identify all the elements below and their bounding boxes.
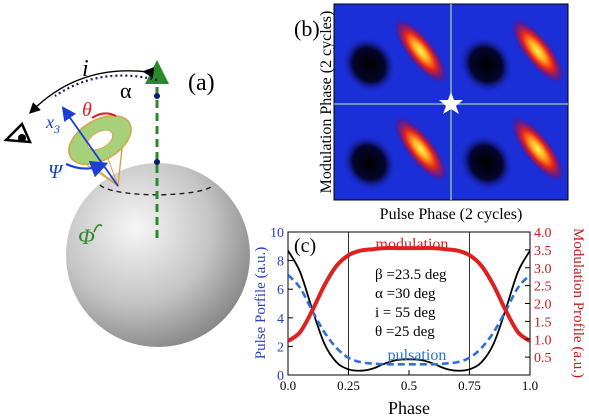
modulation-label: modulation xyxy=(376,236,449,253)
heatmap-ylabel: Modulation Phase (2 cycles) xyxy=(318,11,335,194)
heatmap-low-region xyxy=(342,36,397,94)
theta-symbol: θ xyxy=(82,99,92,121)
y-right-tick-label: 2.5 xyxy=(534,280,552,295)
star-marker-icon xyxy=(439,92,463,114)
pulsation-line xyxy=(288,273,530,366)
panel-b-label: (b) xyxy=(294,16,320,41)
param-beta: β =23.5 deg xyxy=(375,267,447,283)
param-theta: θ =25 deg xyxy=(375,324,435,340)
chart-ylabel-right: Modulation Profile (a.u.) xyxy=(570,228,586,378)
x3-symbol: x3 xyxy=(45,112,60,136)
heatmap-peak-region xyxy=(509,17,566,85)
chart-ylabel-left: Pulse Porfile (a.u.) xyxy=(253,247,269,359)
neutron-star-sphere xyxy=(66,163,250,347)
panel-a: (a) i α θ x3 Ψ Φ xyxy=(3,56,250,347)
phi-arrow xyxy=(93,224,103,233)
y-left-tick-label: 10 xyxy=(270,226,284,241)
y-right-tick-label: 3.5 xyxy=(534,244,552,259)
heatmap-low-region xyxy=(565,0,589,6)
theta-arc xyxy=(91,112,117,119)
alpha-symbol: α xyxy=(120,78,132,103)
x3-axis xyxy=(61,106,119,187)
pulsation-label: pulsation xyxy=(388,347,447,364)
panel-a-label: (a) xyxy=(188,70,215,96)
y-right-tick-label: 2.0 xyxy=(534,298,552,313)
y-left-tick-label: 6 xyxy=(277,283,284,298)
axis-dot-surface xyxy=(154,159,160,165)
psi-arrow xyxy=(65,160,109,178)
chart-xlabel: Phase xyxy=(388,398,430,418)
heatmap-peak-region xyxy=(392,115,449,183)
black-profile-line xyxy=(288,250,530,372)
heatmap-peak-region xyxy=(509,115,566,183)
axis-dot-top xyxy=(154,93,160,99)
i-angle-arc xyxy=(28,67,155,114)
y-left-tick-label: 0 xyxy=(277,369,284,384)
y-right-tick-label: 1.0 xyxy=(534,333,552,348)
heatmap-xlabel: Pulse Phase (2 cycles) xyxy=(380,206,523,223)
y-left-tick-label: 4 xyxy=(277,312,284,327)
heatmap-low-region xyxy=(565,124,589,202)
x-tick-label: 0.75 xyxy=(458,378,481,393)
param-alpha: α =30 deg xyxy=(375,286,436,302)
x-tick-label: 0.5 xyxy=(401,378,417,393)
y-left-tick-label: 2 xyxy=(277,340,284,355)
heatmap-peak-region xyxy=(392,17,449,85)
y-right-tick-label: 4.0 xyxy=(534,226,552,241)
heatmap-low-region xyxy=(214,0,290,6)
y-right-tick-label: 1.5 xyxy=(534,315,552,330)
y-right-tick-label: 3.0 xyxy=(534,262,552,277)
panel-c: 0.0 0.25 0.5 0.75 1.0 0 2 4 6 8 10 0.5 1.0 1.5 2.0 2.… xyxy=(253,226,586,418)
heatmap-low-region xyxy=(214,26,290,104)
inclination-symbol: i xyxy=(82,56,89,82)
modulation-line xyxy=(288,246,530,343)
x-tick-label: 1.0 xyxy=(522,378,538,393)
x-tick-label: 0.0 xyxy=(280,378,296,393)
eye-icon xyxy=(3,121,32,144)
panel-b: (b) Pulse Phase (2 cycles) Modulation Ph… xyxy=(214,0,589,223)
y-right-tick-label: 0.5 xyxy=(534,351,552,366)
heatmap-low-region xyxy=(459,134,514,192)
param-i: i = 55 deg xyxy=(375,305,436,321)
x-tick-label: 0.25 xyxy=(337,378,360,393)
panel-c-label: (c) xyxy=(294,235,316,257)
y-left-tick-label: 8 xyxy=(277,255,284,270)
heatmap-low-region xyxy=(565,26,589,104)
psi-symbol: Ψ xyxy=(48,161,64,183)
phi-symbol: Φ xyxy=(78,224,95,249)
inclination-arc xyxy=(54,74,158,97)
heatmap-low-region xyxy=(342,134,397,192)
heatmap-low-region xyxy=(214,124,290,202)
heatmap-low-region xyxy=(459,36,514,94)
